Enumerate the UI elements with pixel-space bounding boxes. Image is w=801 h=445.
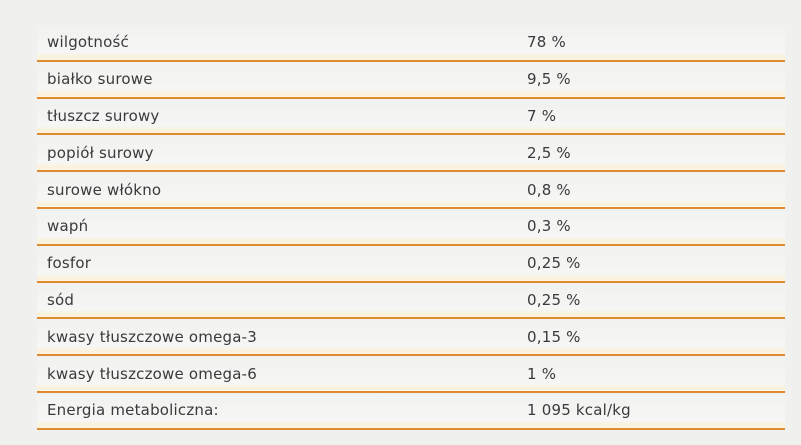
table-row: kwasy tłuszczowe omega-6 1 % <box>37 356 785 393</box>
row-value: 0,25 % <box>527 254 581 273</box>
row-value: 1 095 kcal/kg <box>527 401 631 420</box>
row-label: fosfor <box>47 254 92 273</box>
row-label: kwasy tłuszczowe omega-6 <box>47 364 257 383</box>
row-value: 2,5 % <box>527 143 571 162</box>
table-row: sód 0,25 % <box>37 282 785 320</box>
nutrition-table: wilgotność 78 % białko surowe 9,5 % tłus… <box>37 25 785 430</box>
row-value: 0,8 % <box>527 180 571 199</box>
table-row: fosfor 0,25 % <box>37 245 785 283</box>
row-label: sód <box>47 290 75 309</box>
row-value: 0,3 % <box>527 217 571 236</box>
row-label: wapń <box>47 217 89 236</box>
table-row: popiół surowy 2,5 % <box>37 135 785 173</box>
row-value: 0,15 % <box>527 327 581 346</box>
row-label: białko surowe <box>47 70 153 89</box>
table-row: wilgotność 78 % <box>37 25 785 62</box>
table-row: surowe włókno 0,8 % <box>37 172 785 209</box>
row-value: 9,5 % <box>527 70 571 89</box>
row-label: surowe włókno <box>47 180 162 199</box>
table-row: wapń 0,3 % <box>37 208 785 246</box>
table-row: kwasy tłuszczowe omega-3 0,15 % <box>37 319 785 357</box>
table-row: tłuszcz surowy 7 % <box>37 98 785 136</box>
row-value: 0,25 % <box>527 290 581 309</box>
table-row: Energia metaboliczna: 1 095 kcal/kg <box>37 392 785 430</box>
row-value: 7 % <box>527 106 557 125</box>
table-row: białko surowe 9,5 % <box>37 61 785 99</box>
row-label: tłuszcz surowy <box>47 106 160 125</box>
row-value: 78 % <box>527 33 566 52</box>
row-value: 1 % <box>527 364 557 383</box>
row-label: Energia metaboliczna: <box>47 401 219 420</box>
row-label: wilgotność <box>47 33 129 52</box>
row-label: popiół surowy <box>47 143 154 162</box>
row-label: kwasy tłuszczowe omega-3 <box>47 327 257 346</box>
